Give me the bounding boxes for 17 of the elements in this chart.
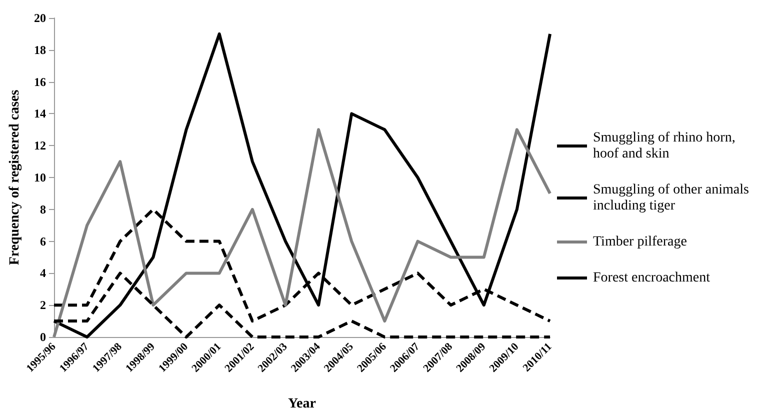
y-tick-label: 2: [40, 298, 46, 312]
y-tick-label: 0: [40, 330, 46, 344]
y-tick-label: 10: [34, 170, 46, 184]
y-tick-label: 20: [34, 11, 46, 25]
y-tick-label: 8: [40, 202, 46, 216]
y-tick-label: 14: [34, 106, 46, 121]
y-tick-label: 18: [34, 42, 46, 57]
legend-label: Smuggling of other animals including tiger: [593, 182, 752, 214]
legend-label: Smuggling of rhino horn, hoof and skin: [593, 130, 739, 162]
y-tick-label: 12: [34, 138, 46, 153]
legend-label: Timber pilferage: [593, 234, 687, 250]
y-tick-label: 16: [34, 74, 46, 89]
y-tick-label: 6: [40, 234, 46, 248]
y-tick-label: 4: [40, 266, 46, 280]
y-axis-title: Frequency of registered cases: [8, 89, 22, 266]
x-axis-title: Year: [288, 396, 316, 412]
legend-label: Forest encroachment: [593, 270, 710, 286]
